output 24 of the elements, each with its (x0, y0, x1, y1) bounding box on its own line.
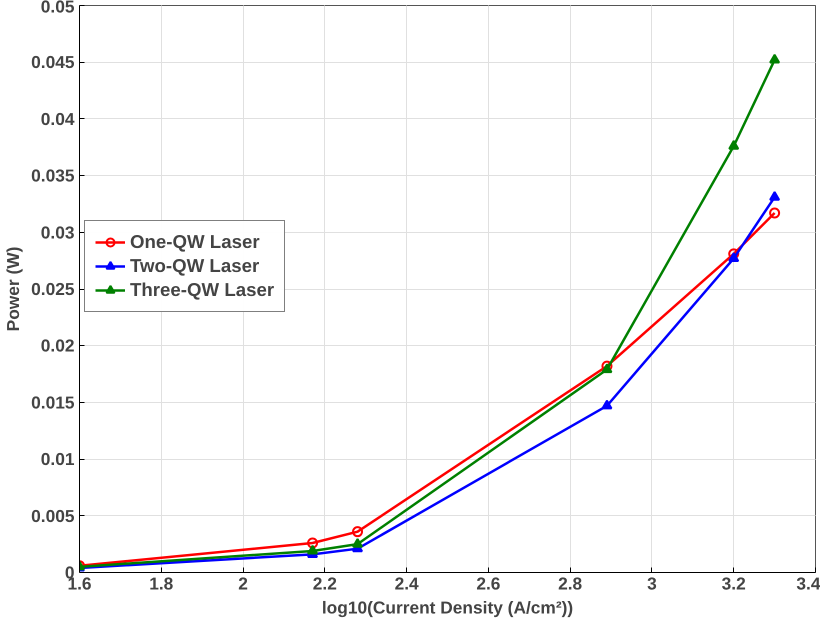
y-tick-label: 0.025 (31, 279, 75, 299)
y-tick-label: 0.03 (40, 222, 75, 242)
x-tick-label: 3.4 (796, 574, 821, 594)
x-axis-title: log10(Current Density (A/cm²)) (322, 598, 574, 618)
y-tick-label: 0.005 (31, 506, 75, 526)
x-tick-label: 2 (238, 574, 248, 594)
x-tick-label: 2.2 (312, 574, 337, 594)
x-tick-label: 3 (647, 574, 658, 594)
y-tick-label: 0.01 (40, 449, 75, 470)
y-tick-label: 0.045 (31, 52, 75, 72)
x-tick-label: 3.2 (722, 574, 746, 594)
legend-label: Two-QW Laser (130, 255, 260, 277)
y-tick-label: 0.05 (40, 0, 75, 16)
x-tick-label: 2.6 (476, 574, 501, 594)
y-axis-title: Power (W) (3, 246, 24, 332)
legend-label: Three-QW Laser (130, 279, 274, 301)
y-tick-label: 0.04 (40, 108, 75, 129)
x-tick-label: 1.8 (149, 574, 174, 594)
x-tick-label: 2.8 (558, 574, 583, 594)
legend-label: One-QW Laser (130, 231, 260, 253)
x-tick-label: 2.4 (394, 574, 420, 594)
y-tick-label: 0.02 (40, 336, 75, 356)
y-tick-label: 0.015 (31, 392, 75, 412)
y-tick-label: 0.035 (31, 166, 75, 186)
